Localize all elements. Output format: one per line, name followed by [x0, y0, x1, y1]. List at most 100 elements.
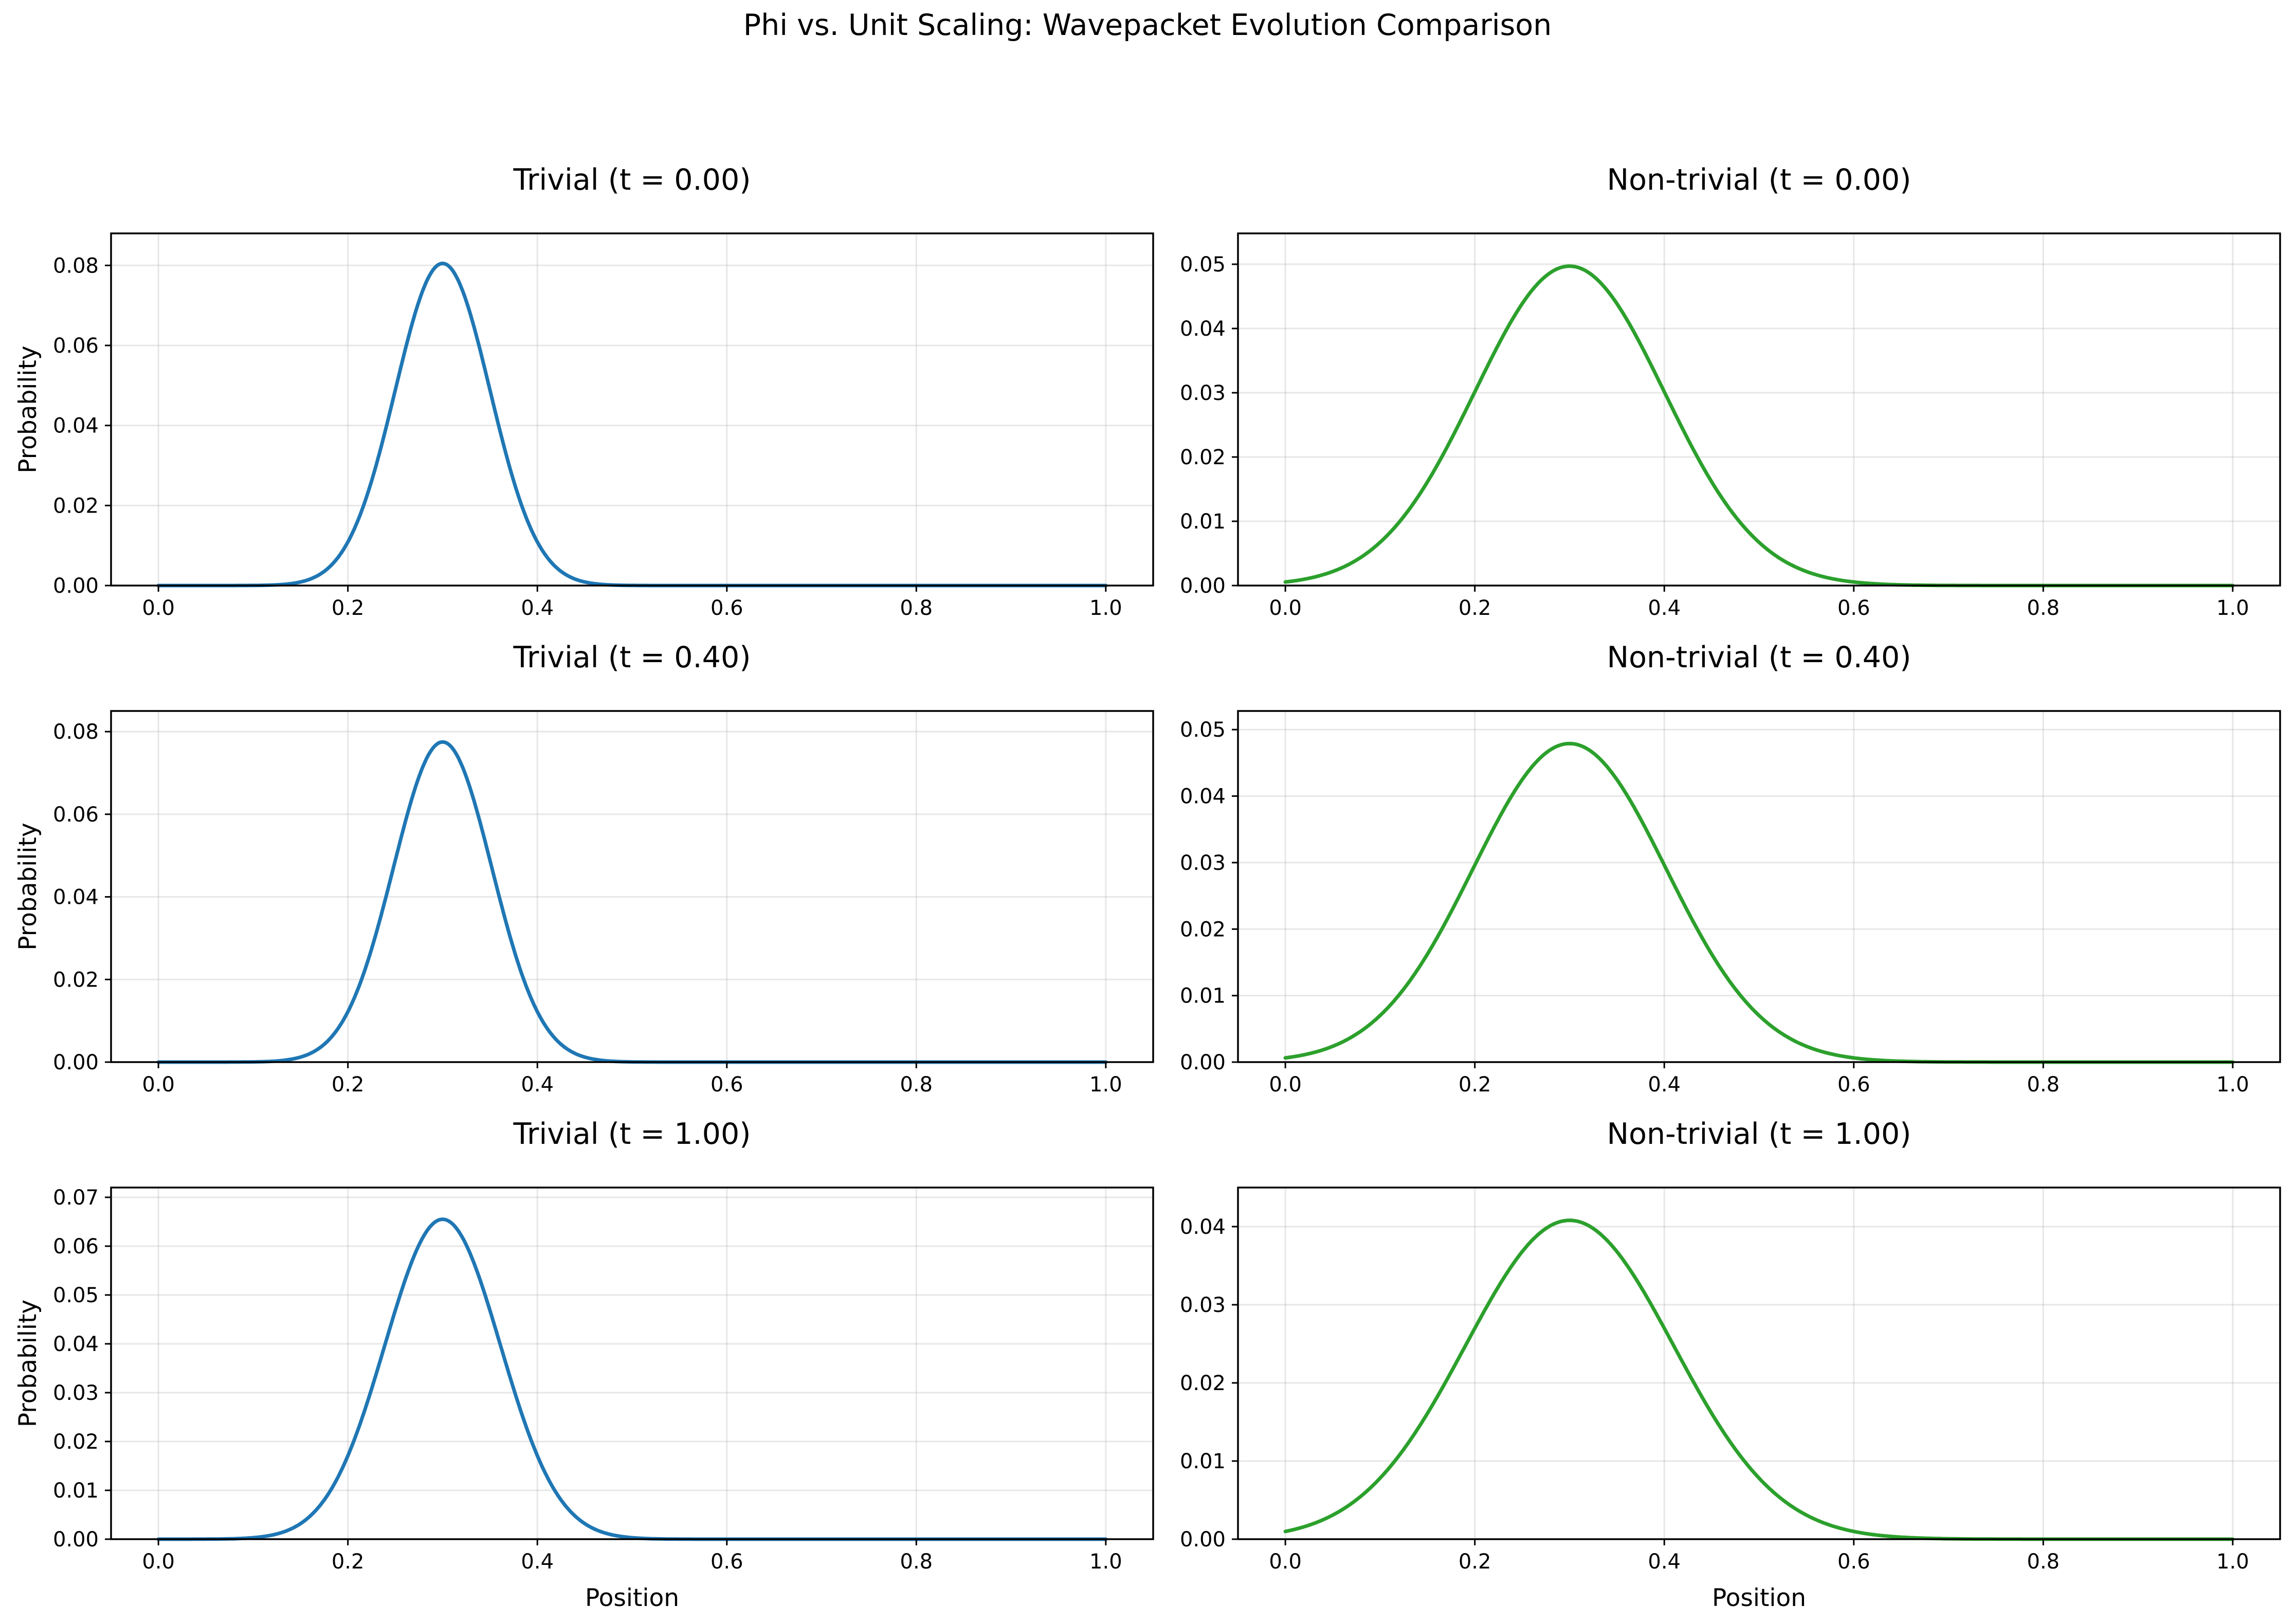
y-tick-label: 0.03 — [1180, 1293, 1226, 1317]
axes-frame — [110, 232, 1154, 587]
x-tick-label: 0.6 — [711, 1073, 743, 1097]
y-tick-label: 0.08 — [53, 254, 99, 278]
y-tick-label: 0.04 — [1180, 785, 1226, 809]
subplot-title: Non-trivial (t = 0.00) — [1607, 163, 1911, 197]
subplot-panel: 0.0 0.2 0.4 0.6 0.8 1.0 0.00 0.01 0.02 0.03 0.04 0.… — [1180, 641, 2281, 1097]
y-axis-label: Probability — [14, 1300, 42, 1427]
y-tick-label: 0.08 — [53, 720, 99, 744]
y-tick-label: 0.00 — [1180, 574, 1226, 598]
y-tick-label: 0.01 — [53, 1479, 99, 1503]
grid — [111, 1188, 1153, 1540]
axes-frame — [1237, 710, 2281, 1063]
subplot-grid: 0.0 0.2 0.4 0.6 0.8 1.0 0.00 0.02 0.04 0.06 0.08 Tr… — [14, 163, 2281, 1612]
x-tick-label: 0.6 — [711, 596, 743, 620]
x-tick-label: 0.8 — [900, 1550, 933, 1574]
x-tick-label: 0.2 — [332, 1073, 365, 1097]
y-tick-label: 0.01 — [1180, 510, 1226, 534]
plot-area — [111, 1188, 1153, 1539]
subplot-panel: 0.0 0.2 0.4 0.6 0.8 1.0 0.00 0.02 0.04 0.06 0.08 Tr… — [14, 641, 1154, 1097]
y-tick-label: 0.06 — [53, 334, 99, 358]
y-tick-label: 0.02 — [1180, 1372, 1226, 1395]
y-tick-label: 0.00 — [1180, 1528, 1226, 1552]
subplot-title: Trivial (t = 1.00) — [513, 1117, 751, 1151]
axes-frame — [110, 710, 1154, 1063]
y-tick-label: 0.02 — [1180, 446, 1226, 469]
y-tick-label: 0.01 — [1180, 1450, 1226, 1473]
y-tick-label: 0.05 — [1180, 718, 1226, 742]
y-tick-label: 0.04 — [53, 1333, 99, 1356]
x-tick-label: 0.6 — [1837, 1073, 1870, 1097]
subplot-panel: 0.0 0.2 0.4 0.6 0.8 1.0 0.00 0.01 0.02 0.03 0.04 0.… — [1180, 163, 2281, 620]
x-tick-label: 0.8 — [900, 1073, 933, 1097]
y-tick-label: 0.02 — [53, 494, 99, 518]
x-tick-label: 0.4 — [521, 596, 554, 620]
grid — [1238, 1188, 2280, 1540]
x-axis-label: Position — [585, 1584, 679, 1612]
y-tick-label: 0.03 — [1180, 381, 1226, 405]
plot-area — [1238, 711, 2280, 1062]
x-tick-label: 0.6 — [1837, 596, 1870, 620]
x-tick-label: 0.0 — [142, 1550, 175, 1574]
subplot-title: Non-trivial (t = 0.40) — [1607, 641, 1911, 674]
y-axis-label: Probability — [14, 345, 42, 473]
y-tick-label: 0.04 — [53, 886, 99, 909]
x-tick-label: 0.8 — [2027, 1073, 2060, 1097]
x-tick-label: 0.2 — [332, 596, 365, 620]
x-tick-label: 1.0 — [2216, 596, 2249, 620]
axes-frame — [1237, 1187, 2281, 1540]
y-tick-label: 0.02 — [53, 1430, 99, 1454]
y-tick-label: 0.00 — [53, 574, 99, 598]
plot-area — [111, 233, 1153, 586]
figure-suptitle: Phi vs. Unit Scaling: Wavepacket Evoluti… — [743, 8, 1552, 42]
x-tick-label: 0.8 — [2027, 1550, 2060, 1574]
x-tick-label: 0.4 — [521, 1550, 554, 1574]
x-tick-label: 0.0 — [142, 596, 175, 620]
subplot-title: Trivial (t = 0.00) — [513, 163, 751, 197]
x-tick-label: 0.2 — [1459, 596, 1491, 620]
y-tick-label: 0.00 — [53, 1528, 99, 1552]
y-tick-label: 0.04 — [53, 414, 99, 438]
x-axis-label: Position — [1712, 1584, 1806, 1612]
subplot-panel: 0.0 0.2 0.4 0.6 0.8 1.0 0.00 0.01 0.02 0.03 0.04 0.… — [14, 1117, 1154, 1612]
y-tick-label: 0.02 — [1180, 918, 1226, 941]
subplot-title: Non-trivial (t = 1.00) — [1607, 1117, 1911, 1151]
y-tick-label: 0.01 — [1180, 984, 1226, 1008]
y-tick-label: 0.03 — [1180, 851, 1226, 875]
y-tick-label: 0.06 — [53, 1235, 99, 1258]
y-tick-label: 0.00 — [1180, 1051, 1226, 1074]
y-tick-label: 0.05 — [1180, 253, 1226, 277]
x-tick-label: 0.6 — [1837, 1550, 1870, 1574]
x-tick-label: 0.4 — [1648, 1073, 1681, 1097]
plot-area — [1238, 233, 2280, 586]
x-tick-label: 0.6 — [711, 1550, 743, 1574]
axes-frame — [110, 1187, 1154, 1540]
x-tick-label: 0.2 — [1459, 1073, 1491, 1097]
y-tick-label: 0.00 — [53, 1051, 99, 1074]
y-tick-label: 0.05 — [53, 1284, 99, 1307]
x-tick-label: 1.0 — [1089, 1550, 1122, 1574]
plot-area — [111, 711, 1153, 1062]
subplot-panel: 0.0 0.2 0.4 0.6 0.8 1.0 0.00 0.02 0.04 0.06 0.08 Tr… — [14, 163, 1154, 620]
y-tick-label: 0.04 — [1180, 317, 1226, 341]
x-tick-label: 0.0 — [1269, 596, 1302, 620]
x-tick-label: 0.2 — [332, 1550, 365, 1574]
subplot-title: Trivial (t = 0.40) — [513, 641, 751, 674]
y-tick-label: 0.03 — [53, 1381, 99, 1405]
y-tick-label: 0.07 — [53, 1186, 99, 1210]
y-axis-label: Probability — [14, 823, 42, 950]
x-tick-label: 0.8 — [2027, 596, 2060, 620]
x-tick-label: 1.0 — [1089, 596, 1122, 620]
plot-area — [1238, 1188, 2280, 1539]
x-tick-label: 1.0 — [1089, 1073, 1122, 1097]
x-tick-label: 0.0 — [1269, 1073, 1302, 1097]
x-tick-label: 1.0 — [2216, 1550, 2249, 1574]
x-tick-label: 0.8 — [900, 596, 933, 620]
y-tick-label: 0.06 — [53, 803, 99, 827]
subplot-panel: 0.0 0.2 0.4 0.6 0.8 1.0 0.00 0.01 0.02 0.03 0.04 No… — [1180, 1117, 2281, 1612]
y-tick-label: 0.04 — [1180, 1215, 1226, 1239]
x-tick-label: 1.0 — [2216, 1073, 2249, 1097]
x-tick-label: 0.0 — [142, 1073, 175, 1097]
axes-frame — [1237, 232, 2281, 587]
y-tick-label: 0.02 — [53, 968, 99, 992]
